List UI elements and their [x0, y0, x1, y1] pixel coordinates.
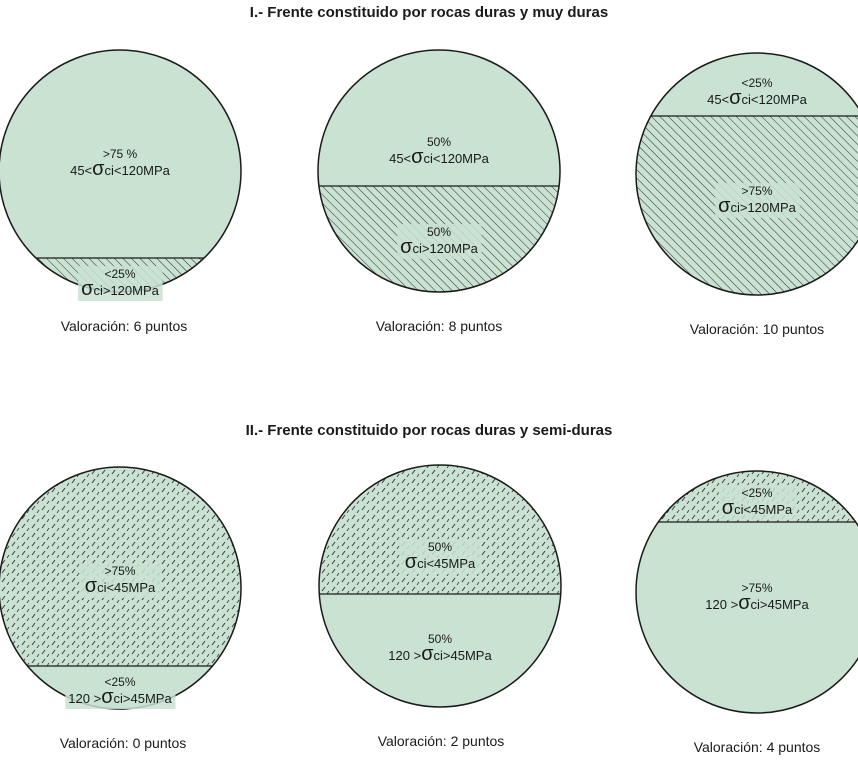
lower-label-percent: 50% — [428, 632, 452, 646]
sigma-symbol: σ — [85, 575, 98, 597]
lower-label: <25%120 >σci>45MPa — [65, 674, 176, 709]
lower-label-formula: σci>120MPa — [81, 278, 160, 300]
label-background — [397, 224, 482, 259]
upper-label: <25%45<σci<120MPa — [704, 75, 811, 110]
sigma-symbol: σ — [738, 592, 751, 614]
sigma-symbol: σ — [405, 551, 418, 573]
label-background — [78, 266, 163, 301]
lower-label-percent: >75% — [741, 581, 772, 595]
lower-label-percent: <25% — [104, 267, 135, 281]
lower-label: >75%σci>120MPa — [715, 183, 800, 218]
lower-label: <25%σci>120MPa — [78, 266, 163, 301]
upper-label: 50%45<σci<120MPa — [386, 134, 493, 169]
label-background — [65, 674, 176, 709]
upper-label-formula: 45<σci<120MPa — [389, 146, 490, 168]
face-circle-1-3: <25%45<σci<120MPa >75%σci>120MPa — [635, 52, 858, 296]
label-background — [718, 485, 797, 520]
upper-label-percent: >75 % — [103, 147, 138, 161]
lower-label-formula: 120 >σci>45MPa — [388, 643, 492, 665]
circle-outline — [317, 49, 561, 293]
upper-label-percent: >75% — [104, 564, 135, 578]
label-background — [715, 183, 800, 218]
lower-label-percent: <25% — [104, 675, 135, 689]
upper-label: <25%σci<45MPa — [718, 485, 797, 520]
lower-label-percent: >75% — [741, 184, 772, 198]
upper-label-formula: 45<σci<120MPa — [707, 87, 808, 109]
sigma-symbol: σ — [92, 158, 105, 180]
circle-outline — [318, 464, 562, 708]
label-background — [401, 539, 480, 574]
lower-label-formula: σci>120MPa — [400, 236, 479, 258]
lower-label: 50%σci>120MPa — [397, 224, 482, 259]
sigma-symbol: σ — [718, 195, 731, 217]
upper-segment — [319, 465, 561, 594]
caption-1-2: Valoración: 8 puntos — [375, 318, 503, 334]
circle-outline — [635, 52, 858, 296]
upper-label-formula: 45<σci<120MPa — [70, 158, 171, 180]
lower-label: 50%120 >σci>45MPa — [385, 631, 496, 666]
section-title-1: I.- Frente constituido por rocas duras y… — [249, 4, 609, 21]
sigma-symbol: σ — [400, 236, 413, 258]
upper-label-formula: σci<45MPa — [722, 497, 793, 519]
sigma-symbol: σ — [101, 686, 114, 708]
upper-label: 50%σci<45MPa — [401, 539, 480, 574]
upper-label-formula: σci<45MPa — [85, 575, 156, 597]
label-background — [67, 146, 174, 181]
caption-2-1: Valoración: 0 puntos — [59, 735, 187, 751]
sigma-symbol: σ — [729, 87, 742, 109]
label-background — [385, 631, 496, 666]
upper-label-percent: 50% — [428, 540, 452, 554]
label-background — [81, 563, 160, 598]
lower-label-formula: σci>120MPa — [718, 195, 797, 217]
face-circle-2-1: >75%σci<45MPa <25%120 >σci>45MPa — [0, 466, 242, 710]
face-circle-1-1: >75 %45<σci<120MPa <25%σci>120MPa — [0, 49, 242, 301]
caption-2-3: Valoración: 4 puntos — [693, 739, 821, 755]
sigma-symbol: σ — [421, 643, 434, 665]
caption-1-1: Valoración: 6 puntos — [60, 318, 188, 334]
caption-2-2: Valoración: 2 puntos — [377, 733, 505, 749]
upper-label-percent: <25% — [741, 486, 772, 500]
lower-label: >75%120 >σci>45MPa — [702, 580, 813, 615]
upper-label: >75%σci<45MPa — [81, 563, 160, 598]
sigma-symbol: σ — [81, 278, 94, 300]
caption-1-3: Valoración: 10 puntos — [689, 321, 825, 337]
section-title-2: II.- Frente constituido por rocas duras … — [245, 422, 613, 439]
upper-label: >75 %45<σci<120MPa — [67, 146, 174, 181]
upper-label-percent: 50% — [427, 135, 451, 149]
sigma-symbol: σ — [411, 146, 424, 168]
label-background — [704, 75, 811, 110]
label-background — [386, 134, 493, 169]
label-background — [702, 580, 813, 615]
lower-label-formula: 120 >σci>45MPa — [68, 686, 172, 708]
lower-label-percent: 50% — [427, 225, 451, 239]
sigma-symbol: σ — [722, 497, 735, 519]
face-circle-2-3: <25%σci<45MPa >75%120 >σci>45MPa — [635, 470, 858, 714]
upper-label-formula: σci<45MPa — [405, 551, 476, 573]
lower-label-formula: 120 >σci>45MPa — [705, 592, 809, 614]
circle-outline — [635, 470, 858, 714]
upper-label-percent: <25% — [741, 76, 772, 90]
lower-segment — [636, 522, 858, 713]
